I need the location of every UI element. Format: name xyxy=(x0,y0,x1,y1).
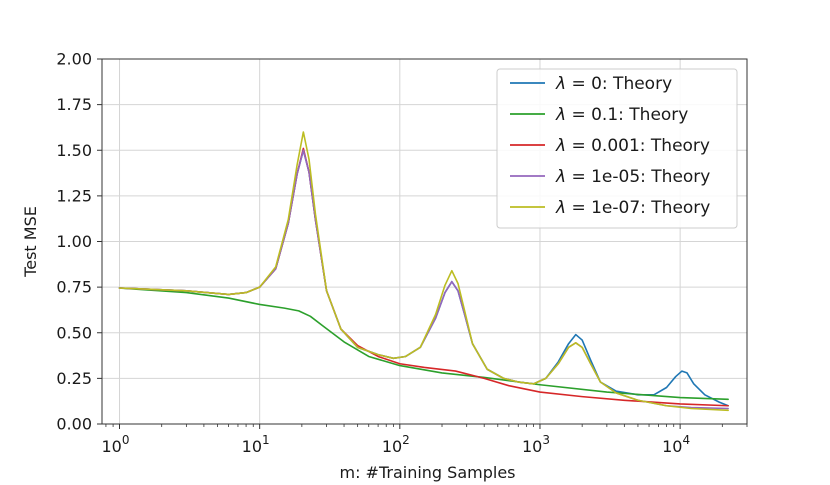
x-tick-base: 10 xyxy=(382,437,402,456)
legend-entry-label: λ = 0: Theory xyxy=(555,74,672,94)
y-tick-label: 1.50 xyxy=(56,141,92,160)
x-tick-exponent: 2 xyxy=(402,433,410,447)
y-tick-label: 2.00 xyxy=(56,50,92,69)
y-tick-label: 0.50 xyxy=(56,323,92,342)
x-tick-exponent: 0 xyxy=(122,433,130,447)
x-axis-label: m: #Training Samples xyxy=(339,463,515,482)
legend-box xyxy=(496,68,738,229)
legend-entry-text: = 0.1: Theory xyxy=(566,105,688,125)
legend-lambda-symbol: λ xyxy=(555,105,566,125)
y-tick-label: 1.75 xyxy=(56,95,92,114)
legend-entry-label: λ = 0.1: Theory xyxy=(555,105,688,125)
x-tick-label: 102 xyxy=(382,433,410,456)
x-tick-exponent: 4 xyxy=(682,433,690,447)
x-tick-exponent: 3 xyxy=(542,433,550,447)
y-tick-label: 0.25 xyxy=(56,369,92,388)
series-line-1 xyxy=(118,287,729,401)
legend-entry-text: = 0: Theory xyxy=(566,74,672,94)
legend-lambda-symbol: λ xyxy=(555,198,566,218)
legend-lambda-symbol: λ xyxy=(555,74,566,94)
x-tick-exponent: 1 xyxy=(262,433,270,447)
legend-lambda-symbol: λ xyxy=(555,167,566,187)
legend-entry-text: = 1e-05: Theory xyxy=(566,167,710,187)
legend-entry-text: = 1e-07: Theory xyxy=(566,198,710,218)
y-tick-label: 0.00 xyxy=(56,415,92,434)
legend-entry-text: = 0.001: Theory xyxy=(566,136,710,156)
y-axis-label: Test MSE xyxy=(21,206,40,278)
y-tick-label: 0.75 xyxy=(56,278,92,297)
x-tick-base: 10 xyxy=(102,437,122,456)
series-line-4 xyxy=(118,131,729,412)
legend-lambda-symbol: λ xyxy=(555,136,566,156)
x-tick-base: 10 xyxy=(242,437,262,456)
series-lines xyxy=(118,131,729,412)
x-tick-label: 100 xyxy=(102,433,130,456)
x-tick-label: 103 xyxy=(522,433,550,456)
y-tick-label: 1.00 xyxy=(56,232,92,251)
legend-entry-label: λ = 0.001: Theory xyxy=(555,136,710,156)
x-tick-base: 10 xyxy=(522,437,542,456)
y-tick-label: 1.25 xyxy=(56,186,92,205)
legend-entry-label: λ = 1e-07: Theory xyxy=(555,198,710,218)
x-tick-label: 104 xyxy=(662,433,690,456)
legend-entry-label: λ = 1e-05: Theory xyxy=(555,167,710,187)
x-tick-base: 10 xyxy=(662,437,682,456)
x-tick-label: 101 xyxy=(242,433,270,456)
grid xyxy=(102,58,747,425)
